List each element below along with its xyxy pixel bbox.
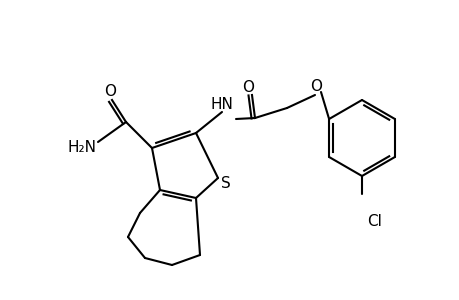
Text: H₂N: H₂N xyxy=(67,140,96,155)
Text: S: S xyxy=(221,176,230,191)
Text: O: O xyxy=(309,79,321,94)
Text: HN: HN xyxy=(210,97,233,112)
Text: O: O xyxy=(241,80,253,94)
Text: O: O xyxy=(104,83,116,98)
Text: Cl: Cl xyxy=(367,214,381,230)
